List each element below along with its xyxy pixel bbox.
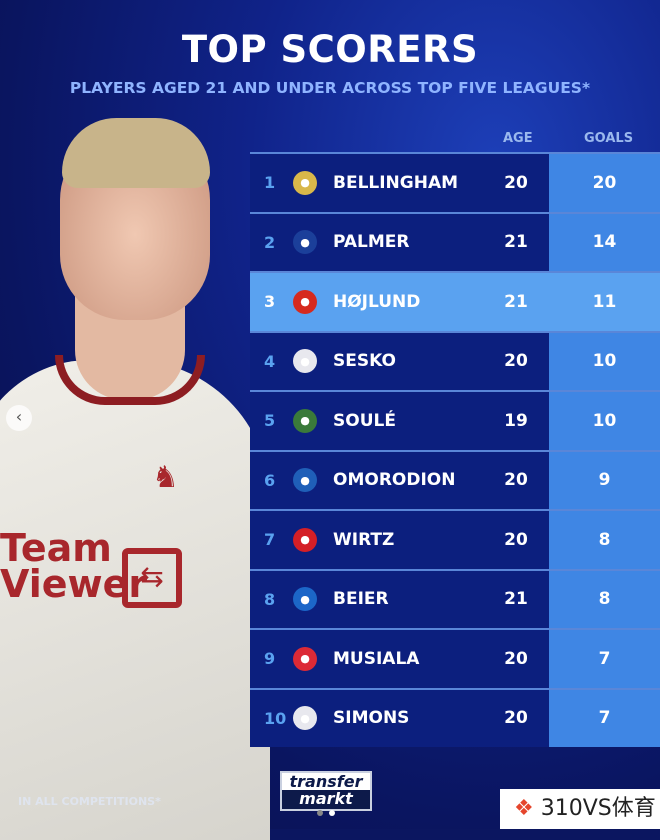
player-age: 20 — [504, 172, 528, 193]
rank: 4 — [264, 351, 276, 371]
carousel-dot-active[interactable] — [329, 810, 335, 816]
player-age: 21 — [504, 232, 528, 253]
watermark-text: 310VS体育 — [540, 796, 656, 821]
player-goals: 8 — [598, 529, 611, 550]
chelsea-crest-icon: ● — [293, 230, 317, 255]
rb-leipzig-crest-icon: ● — [293, 706, 317, 731]
player-age: 20 — [504, 648, 528, 669]
rank: 9 — [264, 649, 276, 669]
player-age: 20 — [504, 708, 528, 729]
table-row: 9 ● MUSIALA 20 7 — [250, 628, 660, 688]
player-goals: 8 — [598, 589, 611, 610]
rank: 7 — [264, 530, 276, 550]
goals-cell-bg — [549, 451, 660, 509]
goals-cell-bg — [549, 154, 660, 212]
goals-cell-bg — [549, 630, 660, 688]
player-goals: 7 — [598, 648, 611, 669]
rank: 3 — [264, 292, 276, 312]
watermark: ❖ 310VS体育 — [500, 789, 660, 829]
player-age: 21 — [504, 291, 528, 312]
player-photo: ♞ Team Viewer ⇆ — [0, 110, 270, 840]
player-name: BELLINGHAM — [333, 172, 459, 193]
rank: 1 — [264, 173, 276, 193]
goals-cell-bg — [549, 273, 660, 331]
leverkusen-crest-icon: ● — [293, 527, 317, 552]
real-madrid-crest-icon: ● — [293, 170, 317, 195]
goals-cell-bg — [549, 511, 660, 569]
player-goals: 9 — [598, 470, 611, 491]
table-row: 2 ● PALMER 21 14 — [250, 211, 660, 271]
player-goals: 7 — [598, 708, 611, 729]
player-age: 21 — [504, 589, 528, 610]
scorers-table: 1 ● BELLINGHAM 20 20 2 ● PALMER 21 14 3 … — [250, 152, 660, 747]
table-row: 10 ● SIMONS 20 7 — [250, 687, 660, 747]
manchester-united-crest-icon: ● — [293, 289, 317, 314]
player-name: SOULÉ — [333, 410, 396, 431]
goals-cell-bg — [549, 570, 660, 628]
player-name: PALMER — [333, 232, 410, 253]
table-row: 7 ● WIRTZ 20 8 — [250, 509, 660, 569]
logo-line1: transfer — [282, 773, 370, 790]
player-name: MUSIALA — [333, 648, 420, 669]
age-header: AGE — [503, 131, 533, 146]
player-goals: 10 — [592, 351, 617, 372]
player-name: HØJLUND — [333, 291, 421, 312]
goals-header: GOALS — [584, 131, 634, 146]
goals-cell-bg — [549, 332, 660, 390]
player-name: OMORODION — [333, 470, 456, 491]
bayern-crest-icon: ● — [293, 646, 317, 671]
player-goals: 20 — [592, 172, 617, 193]
shirt-crest-icon: ♞ — [152, 460, 179, 495]
frosinone-crest-icon: ● — [293, 408, 317, 433]
player-goals: 10 — [592, 410, 617, 431]
footnote: IN ALL COMPETITIONS* — [18, 795, 161, 808]
player-name: SESKO — [333, 351, 396, 372]
page-title: TOP SCORERS — [181, 28, 479, 71]
carousel-prev-button[interactable]: ‹ — [6, 405, 32, 431]
rb-leipzig-crest-icon: ● — [293, 349, 317, 374]
watermark-logo-icon: ❖ — [514, 796, 534, 821]
table-row: 3 ● HØJLUND 21 11 — [250, 271, 660, 331]
table-row: 1 ● BELLINGHAM 20 20 — [250, 152, 660, 212]
player-name: SIMONS — [333, 708, 410, 729]
table-row: 6 ● OMORODION 20 9 — [250, 449, 660, 509]
player-age: 20 — [504, 529, 528, 550]
goals-cell-bg — [549, 392, 660, 450]
goals-cell-bg — [549, 213, 660, 271]
hair — [62, 118, 210, 188]
player-age: 19 — [504, 410, 528, 431]
player-name: WIRTZ — [333, 529, 395, 550]
rank: 10 — [264, 708, 287, 728]
table-row: 4 ● SESKO 20 10 — [250, 330, 660, 390]
player-age: 20 — [504, 351, 528, 372]
player-name: BEIER — [333, 589, 389, 610]
transfermarkt-logo: transfer markt — [280, 771, 372, 811]
rank: 8 — [264, 589, 276, 609]
shirt — [0, 360, 270, 840]
carousel-dots — [317, 810, 335, 816]
player-goals: 14 — [592, 232, 617, 253]
logo-line2: markt — [299, 789, 353, 808]
page-subtitle: PLAYERS AGED 21 AND UNDER ACROSS TOP FIV… — [69, 79, 591, 97]
goals-cell-bg — [549, 689, 660, 747]
carousel-dot[interactable] — [317, 810, 323, 816]
rank: 5 — [264, 411, 276, 431]
sponsor-arrows-icon: ⇆ — [122, 548, 182, 608]
player-age: 20 — [504, 470, 528, 491]
hoffenheim-crest-icon: ● — [293, 587, 317, 612]
player-goals: 11 — [592, 291, 617, 312]
rank: 2 — [264, 232, 276, 252]
table-row: 5 ● SOULÉ 19 10 — [250, 390, 660, 450]
alaves-crest-icon: ● — [293, 468, 317, 493]
rank: 6 — [264, 470, 276, 490]
table-row: 8 ● BEIER 21 8 — [250, 568, 660, 628]
